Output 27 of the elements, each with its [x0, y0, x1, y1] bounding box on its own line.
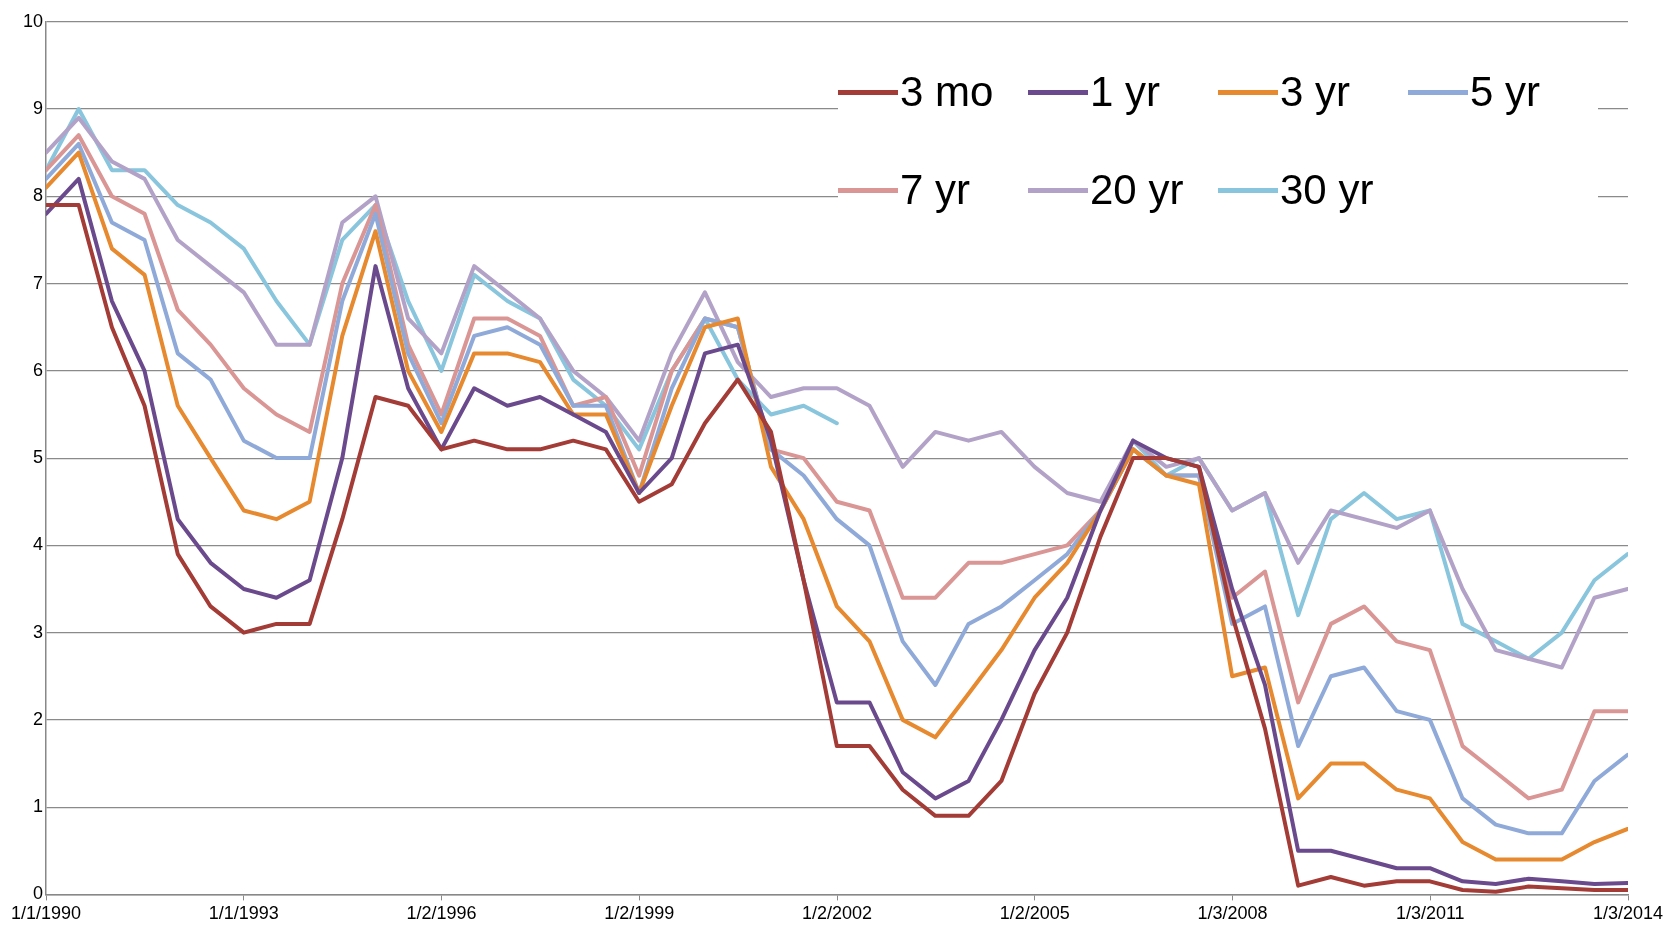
legend-label: 7 yr: [900, 166, 971, 214]
x-tick-label: 1/2/1999: [604, 903, 675, 924]
x-tick-label: 1/1/1990: [10, 903, 82, 924]
legend-label: 20 yr: [1090, 166, 1184, 214]
legend-label: 5 yr: [1470, 68, 1541, 116]
y-tick-label: 10: [23, 10, 44, 31]
x-tick-label: 1/3/2011: [1395, 903, 1465, 924]
x-tick-label: 1/2/1996: [406, 903, 477, 924]
legend-label: 1 yr: [1090, 68, 1161, 116]
y-tick-label: 6: [33, 359, 44, 380]
y-tick-label: 7: [33, 272, 44, 293]
y-tick-label: 3: [33, 621, 44, 642]
y-tick-label: 5: [33, 447, 44, 468]
legend-label: 3 yr: [1280, 68, 1351, 116]
x-tick-label: 1/2/2005: [999, 903, 1070, 924]
legend-label: 3 mo: [900, 68, 994, 116]
x-tick-label: 1/2/2002: [801, 903, 873, 924]
x-tick-label: 1/1/1993: [208, 903, 279, 924]
legend-label: 30 yr: [1280, 166, 1374, 214]
y-tick-label: 1: [33, 796, 44, 817]
y-tick-label: 8: [33, 185, 44, 206]
y-tick-label: 4: [33, 534, 44, 555]
x-tick-label: 1/3/2014: [1592, 903, 1664, 924]
y-tick-label: 2: [33, 708, 44, 729]
x-tick-label: 1/3/2008: [1197, 903, 1268, 924]
y-tick-label: 9: [33, 98, 44, 119]
y-tick-label: 0: [33, 883, 44, 904]
